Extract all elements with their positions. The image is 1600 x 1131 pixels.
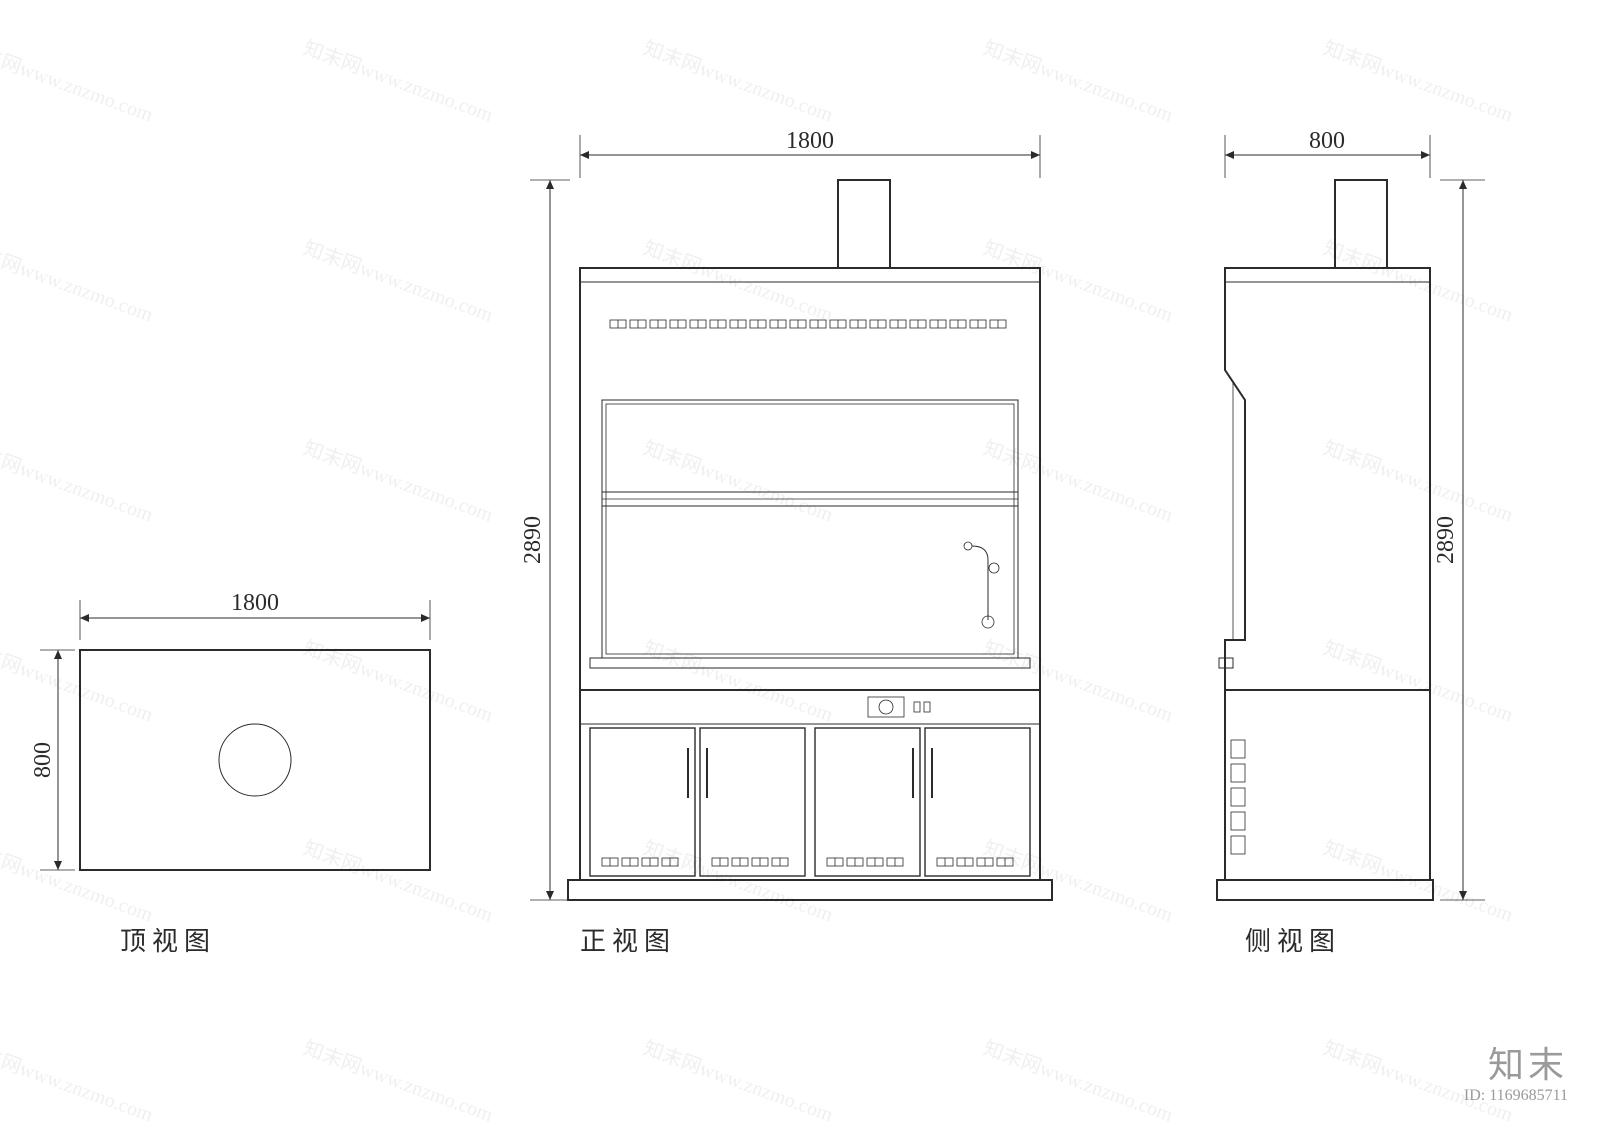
side-hood-body — [1225, 268, 1430, 690]
front-door-louvers — [602, 858, 1013, 866]
front-lower-cabinet — [580, 690, 1040, 880]
front-control-indicator-2 — [924, 702, 930, 712]
dim-side-height-text: 2890 — [1433, 516, 1459, 564]
dim-front-height-text: 2890 — [520, 516, 546, 564]
front-top-cap — [580, 268, 1040, 282]
front-view: 1800 2890 — [520, 128, 1052, 956]
side-view: 800 2890 侧视图 — [1217, 128, 1485, 956]
drawing-canvas: 1800 800 顶视图 1800 2890 — [0, 0, 1600, 1131]
top-exhaust-port — [219, 724, 291, 796]
front-control-indicator-1 — [914, 702, 920, 712]
side-exhaust-stack — [1335, 180, 1387, 268]
front-control-strip — [580, 690, 1040, 724]
dim-front-width-text: 1800 — [786, 128, 834, 154]
dim-top-depth: 800 — [30, 650, 75, 870]
dim-front-height: 2890 — [520, 180, 570, 900]
brand-block: 知末 ID: 1169685711 — [1464, 1046, 1568, 1105]
front-worktop-lip — [590, 658, 1030, 668]
front-vent-grille — [610, 320, 1006, 328]
side-sash-profile — [1225, 370, 1245, 640]
side-plinth — [1217, 880, 1433, 900]
dim-top-width: 1800 — [80, 590, 430, 640]
front-hood-body — [580, 268, 1040, 690]
side-view-label: 侧视图 — [1245, 927, 1341, 956]
side-lower-cabinet — [1225, 690, 1430, 880]
brand-id: ID: 1169685711 — [1464, 1087, 1568, 1105]
top-outline — [80, 650, 430, 870]
dim-top-width-text: 1800 — [231, 590, 279, 616]
dim-front-width: 1800 — [580, 128, 1040, 178]
front-plinth — [568, 880, 1052, 900]
side-cabinet-louvers — [1231, 740, 1245, 854]
front-view-label: 正视图 — [580, 927, 676, 956]
front-doors — [590, 728, 1030, 876]
dim-side-depth: 800 — [1225, 128, 1430, 178]
front-exhaust-stack — [838, 180, 890, 268]
front-sash-opening — [602, 400, 1018, 658]
dim-side-depth-text: 800 — [1309, 128, 1345, 154]
brand-logo: 知末 — [1464, 1046, 1568, 1086]
front-faucet — [964, 542, 999, 628]
dim-side-height: 2890 — [1433, 180, 1485, 900]
dim-top-depth-text: 800 — [30, 742, 56, 778]
top-view-label: 顶视图 — [120, 927, 216, 956]
front-control-knob — [868, 697, 904, 717]
top-view: 1800 800 顶视图 — [30, 590, 430, 956]
